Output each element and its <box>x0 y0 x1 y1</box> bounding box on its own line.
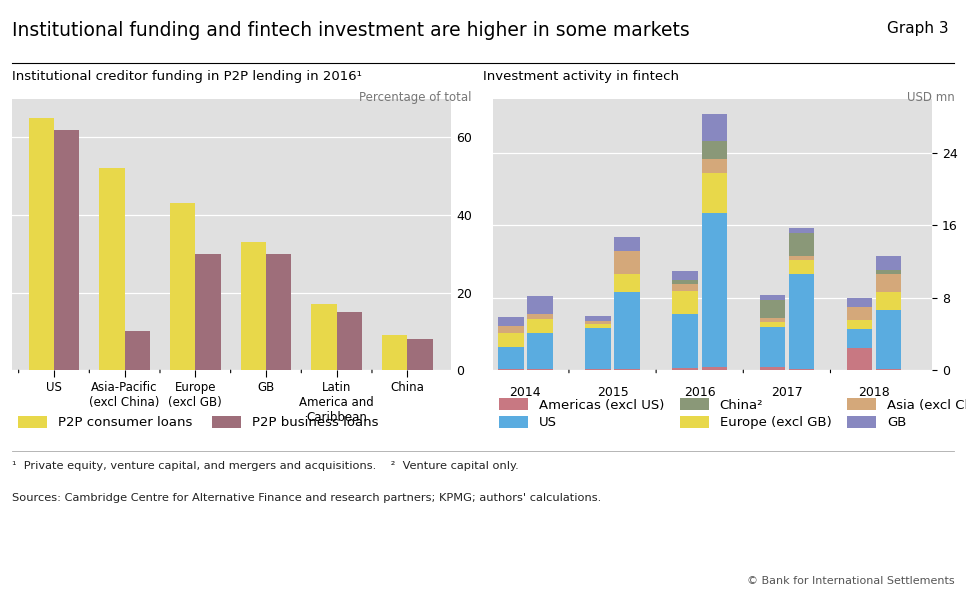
Bar <box>170 203 195 370</box>
Bar <box>759 367 785 370</box>
Bar <box>847 347 872 370</box>
Bar <box>527 319 553 333</box>
Text: ¹  Private equity, venture capital, and mergers and acquisitions.    ²  Venture : ¹ Private equity, venture capital, and m… <box>12 461 519 471</box>
Bar <box>614 251 639 273</box>
Bar <box>498 326 524 333</box>
Bar <box>241 242 266 370</box>
Bar <box>585 324 611 328</box>
Bar <box>788 260 814 273</box>
Bar <box>701 367 727 370</box>
Bar <box>382 336 408 370</box>
Bar <box>614 238 639 251</box>
Bar <box>701 159 727 173</box>
Bar <box>876 270 901 274</box>
Legend: Americas (excl US), US, China², Europe (excl GB), Asia (excl China), GB: Americas (excl US), US, China², Europe (… <box>499 398 966 429</box>
Text: 2014: 2014 <box>509 386 541 399</box>
Bar <box>614 292 639 369</box>
Bar <box>408 339 433 370</box>
Bar <box>759 318 785 322</box>
Bar <box>311 304 336 370</box>
Legend: P2P consumer loans, P2P business loans: P2P consumer loans, P2P business loans <box>18 416 378 429</box>
Bar <box>498 333 524 347</box>
Bar <box>195 254 221 370</box>
Bar <box>585 321 611 324</box>
Bar <box>527 315 553 319</box>
Text: 2015: 2015 <box>597 386 629 399</box>
Bar <box>759 295 785 300</box>
Bar <box>266 254 292 370</box>
Text: Institutional funding and fintech investment are higher in some markets: Institutional funding and fintech invest… <box>12 21 690 40</box>
Bar <box>672 291 697 314</box>
Bar <box>672 368 697 370</box>
Bar <box>847 307 872 321</box>
Text: 2016: 2016 <box>684 386 716 399</box>
Bar <box>585 328 611 369</box>
Bar <box>788 233 814 256</box>
Text: © Bank for International Settlements: © Bank for International Settlements <box>747 576 954 586</box>
Text: Sources: Cambridge Centre for Alternative Finance and research partners; KPMG; a: Sources: Cambridge Centre for Alternativ… <box>12 493 601 503</box>
Bar <box>29 118 54 370</box>
Bar <box>585 316 611 321</box>
Text: Percentage of total: Percentage of total <box>359 91 471 104</box>
Bar <box>585 369 611 370</box>
Bar <box>876 369 901 370</box>
Text: Graph 3: Graph 3 <box>887 21 949 36</box>
Bar <box>788 256 814 260</box>
Bar <box>701 141 727 159</box>
Bar <box>614 369 639 370</box>
Bar <box>759 327 785 367</box>
Bar <box>788 273 814 369</box>
Bar <box>876 310 901 369</box>
Text: Investment activity in fintech: Investment activity in fintech <box>483 70 679 84</box>
Bar <box>527 296 553 315</box>
Text: 2017: 2017 <box>771 386 803 399</box>
Bar <box>788 369 814 370</box>
Bar <box>701 114 727 141</box>
Bar <box>54 130 79 370</box>
Bar <box>672 279 697 284</box>
Text: 2018: 2018 <box>858 386 890 399</box>
Bar <box>672 314 697 368</box>
Bar <box>701 214 727 367</box>
Bar <box>847 330 872 347</box>
Bar <box>498 317 524 326</box>
Bar <box>788 229 814 233</box>
Bar <box>701 173 727 214</box>
Text: USD mn: USD mn <box>907 91 954 104</box>
Bar <box>125 331 150 370</box>
Bar <box>498 369 524 370</box>
Bar <box>614 273 639 292</box>
Bar <box>672 270 697 279</box>
Bar <box>336 312 362 370</box>
Bar <box>527 333 553 369</box>
Text: Institutional creditor funding in P2P lending in 2016¹: Institutional creditor funding in P2P le… <box>12 70 361 84</box>
Bar <box>876 256 901 270</box>
Bar <box>759 300 785 318</box>
Bar <box>876 274 901 293</box>
Bar <box>847 298 872 307</box>
Bar <box>498 347 524 369</box>
Bar <box>99 168 125 370</box>
Bar <box>672 284 697 291</box>
Bar <box>759 322 785 327</box>
Bar <box>527 369 553 370</box>
Bar <box>876 293 901 310</box>
Bar <box>847 321 872 330</box>
